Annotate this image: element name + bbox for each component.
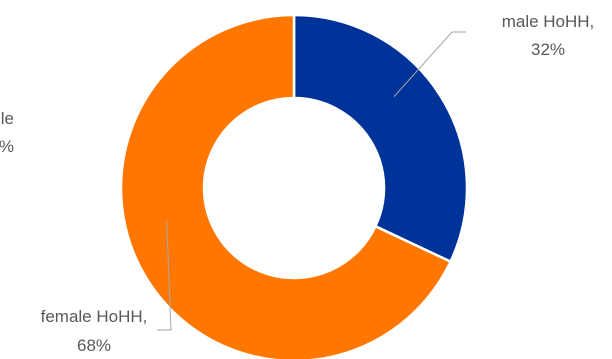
label-cut-off-line2: % xyxy=(0,137,14,156)
label-female-value: 68% xyxy=(77,336,111,355)
donut-slice-1 xyxy=(119,13,453,359)
label-male-value: 32% xyxy=(531,40,565,59)
donut-slice-0 xyxy=(292,13,469,264)
donut-slices xyxy=(119,13,469,359)
leader-lines xyxy=(157,31,466,331)
leader-line-female xyxy=(157,220,172,331)
leader-line-male xyxy=(393,31,466,97)
label-cut-off-line1: le xyxy=(1,109,14,128)
label-male-name: male HoHH, xyxy=(502,12,595,31)
label-female-name: female HoHH, xyxy=(41,307,148,326)
